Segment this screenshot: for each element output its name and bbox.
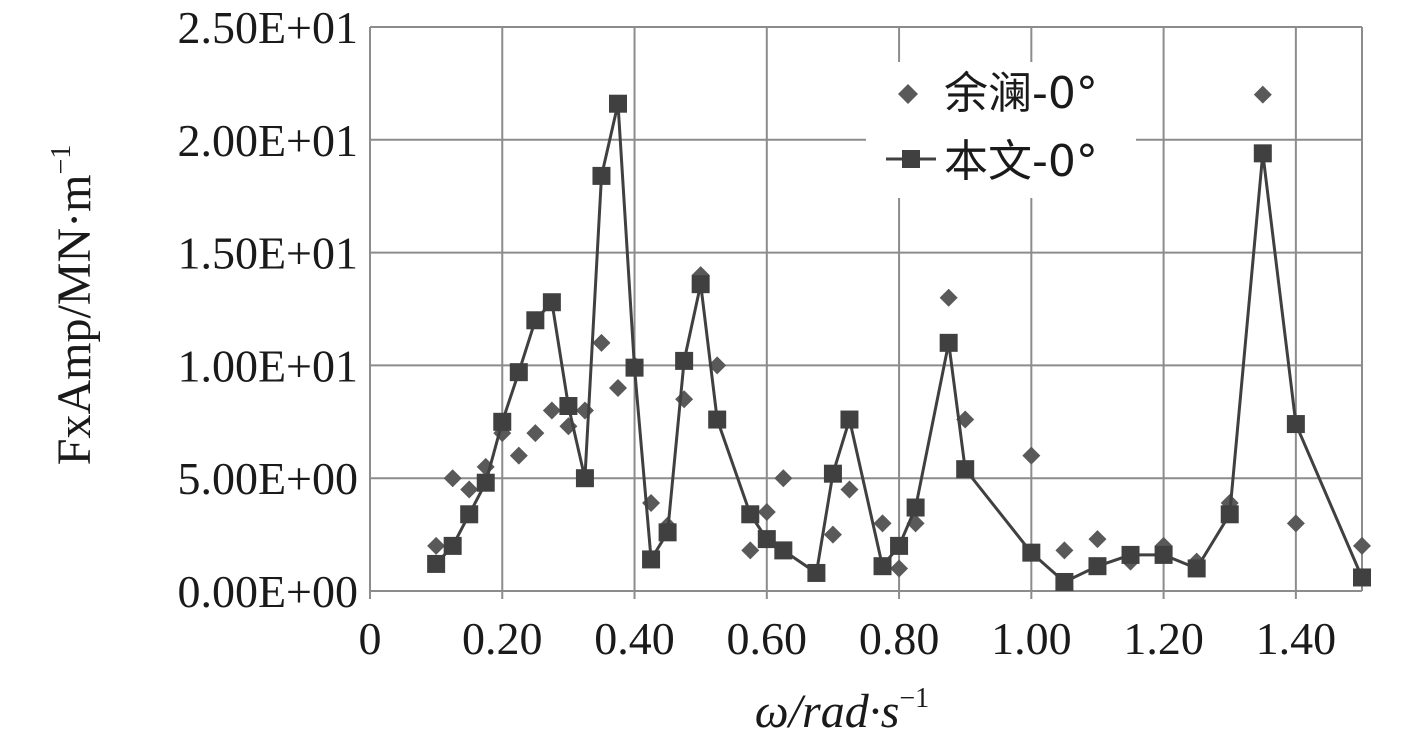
data-point-square bbox=[939, 333, 958, 352]
data-point-diamond bbox=[1253, 85, 1272, 104]
legend-box bbox=[866, 62, 1136, 198]
data-point-square bbox=[890, 536, 909, 555]
data-point-square bbox=[509, 363, 528, 382]
data-point-square bbox=[460, 505, 479, 524]
data-point-diamond bbox=[890, 559, 909, 578]
x-tick-label: 0.20 bbox=[462, 613, 543, 664]
data-point-diamond bbox=[460, 480, 479, 499]
y-tick-label: 2.50E+01 bbox=[177, 2, 358, 53]
y-tick-label: 0.00E+00 bbox=[177, 566, 358, 617]
x-tick-label: 0.60 bbox=[727, 613, 808, 664]
data-point-square bbox=[427, 554, 446, 573]
data-point-square bbox=[542, 293, 561, 312]
data-point-square bbox=[1253, 144, 1272, 163]
y-tick-label: 2.00E+01 bbox=[177, 115, 358, 166]
data-point-square bbox=[609, 94, 627, 113]
data-point-diamond bbox=[542, 401, 561, 420]
data-point-diamond bbox=[757, 503, 776, 522]
data-point-square bbox=[873, 557, 892, 576]
y-tick-label: 5.00E+00 bbox=[177, 453, 358, 504]
data-point-square bbox=[807, 563, 826, 582]
data-point-square bbox=[823, 464, 842, 483]
data-point-square bbox=[559, 397, 578, 416]
data-point-square bbox=[840, 410, 859, 429]
data-point-diamond bbox=[774, 469, 793, 488]
data-point-square bbox=[675, 351, 694, 370]
data-point-diamond bbox=[1286, 514, 1305, 533]
data-point-diamond bbox=[592, 333, 611, 352]
data-point-square bbox=[443, 536, 462, 555]
data-point-diamond bbox=[609, 378, 627, 397]
data-point-square bbox=[1121, 545, 1140, 564]
data-point-square bbox=[691, 275, 710, 294]
data-point-square bbox=[1187, 559, 1206, 578]
data-point-square bbox=[658, 523, 677, 542]
x-tick-label: 0.40 bbox=[594, 613, 675, 664]
x-tick-label: 0 bbox=[359, 613, 382, 664]
data-point-square bbox=[642, 550, 661, 569]
series-layer bbox=[427, 85, 1371, 591]
data-point-diamond bbox=[443, 469, 462, 488]
data-point-square bbox=[757, 530, 776, 549]
data-point-square bbox=[476, 473, 495, 492]
data-point-diamond bbox=[509, 446, 528, 465]
x-tick-label: 0.80 bbox=[859, 613, 940, 664]
data-point-square bbox=[1022, 543, 1041, 562]
data-point-diamond bbox=[526, 424, 545, 443]
data-point-diamond bbox=[873, 514, 892, 533]
data-point-diamond bbox=[675, 390, 694, 409]
data-point-square bbox=[1088, 557, 1107, 576]
data-point-square bbox=[774, 541, 793, 560]
data-point-diamond bbox=[427, 536, 446, 555]
grid bbox=[370, 26, 1363, 591]
data-point-diamond bbox=[840, 480, 859, 499]
x-tick-label: 1.40 bbox=[1256, 613, 1337, 664]
data-point-square bbox=[906, 498, 925, 517]
data-point-diamond bbox=[575, 401, 594, 420]
data-point-diamond bbox=[708, 356, 727, 375]
data-point-diamond bbox=[1088, 530, 1107, 549]
y-tick-label: 1.50E+01 bbox=[177, 228, 358, 279]
legend-marker-square bbox=[902, 150, 920, 168]
x-tick-label: 1.20 bbox=[1123, 613, 1204, 664]
legend-label-series-2: 本文-0° bbox=[944, 136, 1098, 187]
axes: 0.00E+00 5.00E+00 1.00E+01 1.50E+01 2.00E+01… bbox=[177, 2, 1362, 664]
y-axis-label: FxAmp/MN·m−1 bbox=[46, 145, 101, 466]
data-point-square bbox=[708, 410, 727, 429]
data-point-square bbox=[1154, 545, 1173, 564]
data-point-diamond bbox=[741, 541, 760, 560]
legend-marker-diamond bbox=[898, 84, 918, 104]
legend: 余澜-0° 本文-0° bbox=[866, 62, 1136, 198]
legend-label-series-1: 余澜-0° bbox=[944, 68, 1098, 119]
data-point-square bbox=[1286, 415, 1305, 434]
data-point-diamond bbox=[939, 288, 958, 307]
data-point-square bbox=[575, 469, 594, 488]
data-point-square bbox=[625, 358, 644, 377]
data-point-square bbox=[526, 311, 545, 330]
data-point-square bbox=[1055, 572, 1074, 591]
y-tick-label: 1.00E+01 bbox=[177, 340, 358, 391]
data-point-square bbox=[592, 166, 611, 185]
series-2 bbox=[427, 94, 1371, 591]
x-axis-label: ω/rad·s−1 bbox=[755, 683, 929, 738]
data-point-diamond bbox=[1055, 541, 1074, 560]
x-tick-label: 1.00 bbox=[991, 613, 1072, 664]
data-point-square bbox=[1353, 568, 1371, 587]
data-point-diamond bbox=[1353, 536, 1371, 555]
data-point-square bbox=[493, 412, 512, 431]
data-point-diamond bbox=[1022, 446, 1041, 465]
data-point-diamond bbox=[823, 525, 842, 544]
data-point-square bbox=[956, 460, 975, 479]
data-point-square bbox=[741, 505, 760, 524]
data-point-square bbox=[1220, 505, 1239, 524]
